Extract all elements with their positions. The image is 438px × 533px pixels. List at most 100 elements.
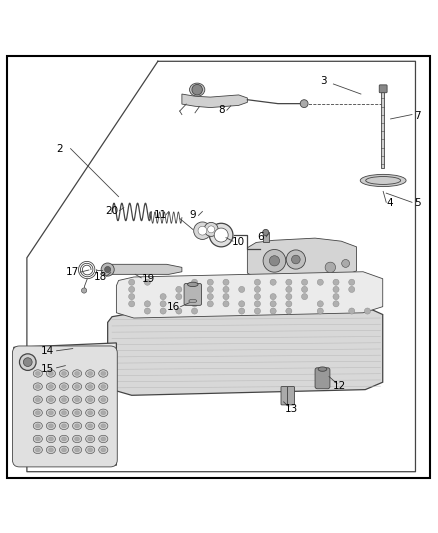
FancyBboxPatch shape (379, 85, 387, 93)
Ellipse shape (33, 383, 42, 390)
Circle shape (270, 308, 276, 314)
Circle shape (223, 294, 229, 300)
Circle shape (191, 279, 198, 285)
Text: 2: 2 (57, 143, 63, 154)
Ellipse shape (75, 385, 80, 389)
Ellipse shape (33, 446, 42, 454)
Circle shape (129, 294, 135, 300)
Circle shape (270, 279, 276, 285)
Circle shape (145, 308, 150, 314)
Ellipse shape (99, 383, 108, 390)
Ellipse shape (85, 422, 95, 430)
Circle shape (301, 294, 307, 300)
Circle shape (198, 227, 207, 235)
Circle shape (207, 294, 213, 300)
FancyBboxPatch shape (381, 92, 384, 168)
Ellipse shape (35, 448, 40, 452)
Circle shape (263, 249, 286, 272)
Circle shape (349, 279, 355, 285)
Circle shape (23, 358, 32, 367)
Ellipse shape (33, 396, 42, 403)
Ellipse shape (33, 422, 42, 430)
Circle shape (325, 262, 336, 272)
Ellipse shape (62, 372, 67, 375)
Circle shape (364, 308, 371, 314)
Text: 20: 20 (106, 206, 119, 216)
Ellipse shape (85, 446, 95, 454)
Text: 9: 9 (190, 211, 196, 221)
FancyBboxPatch shape (263, 232, 269, 241)
Ellipse shape (101, 372, 106, 375)
Polygon shape (182, 94, 247, 108)
Polygon shape (247, 238, 357, 280)
Ellipse shape (85, 370, 95, 377)
FancyBboxPatch shape (184, 284, 201, 305)
Circle shape (270, 301, 276, 307)
Circle shape (317, 279, 323, 285)
Polygon shape (117, 272, 383, 318)
Text: 6: 6 (257, 232, 264, 242)
Text: 18: 18 (94, 272, 107, 282)
Circle shape (145, 301, 150, 307)
Circle shape (333, 301, 339, 307)
Ellipse shape (73, 446, 81, 454)
Circle shape (317, 308, 323, 314)
Circle shape (194, 222, 211, 239)
Ellipse shape (62, 398, 67, 402)
FancyBboxPatch shape (281, 386, 288, 405)
Ellipse shape (35, 398, 40, 402)
Ellipse shape (99, 396, 108, 403)
Ellipse shape (49, 385, 53, 389)
Ellipse shape (73, 435, 81, 443)
Polygon shape (108, 264, 182, 274)
Ellipse shape (88, 372, 92, 375)
Ellipse shape (49, 398, 53, 402)
Ellipse shape (60, 409, 69, 416)
Ellipse shape (99, 422, 108, 430)
Circle shape (160, 294, 166, 300)
Text: 3: 3 (321, 76, 327, 86)
Text: 15: 15 (41, 364, 54, 374)
Circle shape (286, 250, 305, 269)
Ellipse shape (62, 411, 67, 415)
Circle shape (214, 228, 228, 242)
Ellipse shape (46, 383, 56, 390)
Ellipse shape (88, 385, 92, 389)
Text: 7: 7 (414, 111, 421, 121)
Ellipse shape (318, 367, 327, 372)
Ellipse shape (85, 435, 95, 443)
Circle shape (317, 301, 323, 307)
Ellipse shape (99, 409, 108, 416)
Ellipse shape (88, 398, 92, 402)
Circle shape (239, 308, 245, 314)
Circle shape (286, 294, 292, 300)
Ellipse shape (60, 422, 69, 430)
Ellipse shape (60, 383, 69, 390)
Circle shape (191, 308, 198, 314)
Circle shape (192, 84, 202, 95)
Circle shape (239, 301, 245, 307)
Ellipse shape (35, 385, 40, 389)
Ellipse shape (189, 299, 197, 303)
Circle shape (286, 279, 292, 285)
Ellipse shape (75, 437, 80, 441)
Ellipse shape (46, 396, 56, 403)
FancyBboxPatch shape (315, 368, 330, 389)
Circle shape (286, 301, 292, 307)
Ellipse shape (62, 437, 67, 441)
Ellipse shape (101, 398, 106, 402)
Ellipse shape (35, 437, 40, 441)
Text: 5: 5 (414, 198, 421, 208)
Ellipse shape (190, 83, 205, 96)
Ellipse shape (49, 411, 53, 415)
Ellipse shape (99, 446, 108, 454)
Circle shape (239, 286, 245, 293)
Circle shape (129, 279, 135, 285)
Ellipse shape (33, 409, 42, 416)
Ellipse shape (101, 411, 106, 415)
Circle shape (300, 100, 308, 108)
Circle shape (223, 301, 229, 307)
Circle shape (292, 255, 300, 264)
Ellipse shape (35, 411, 40, 415)
Circle shape (254, 286, 261, 293)
